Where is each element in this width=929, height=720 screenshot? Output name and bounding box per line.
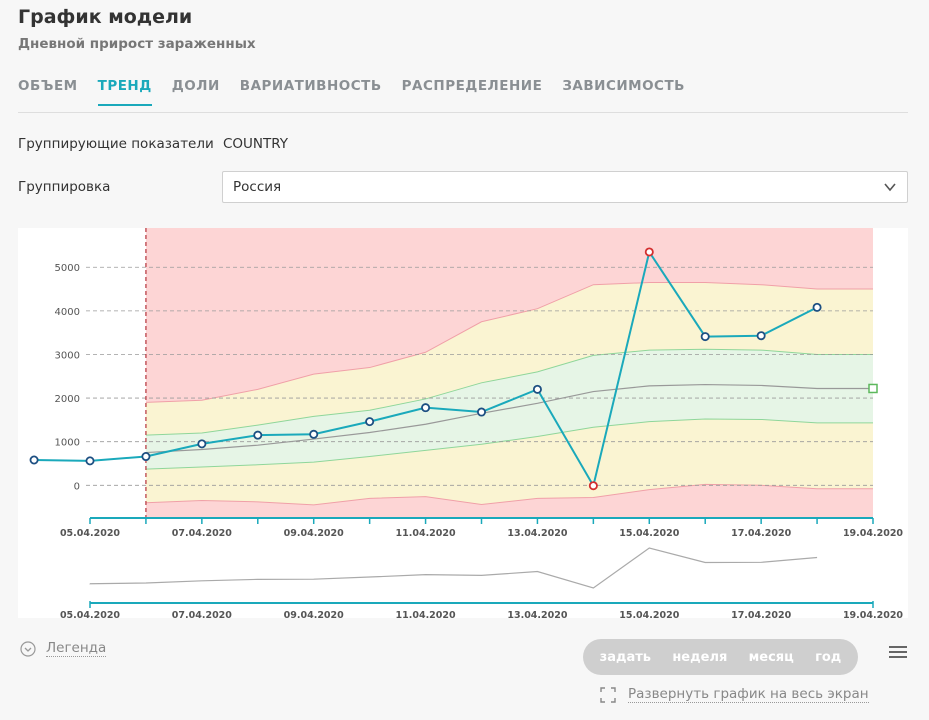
x-tick-label: 11.04.2020 — [396, 528, 456, 539]
navigator-tick-label: 09.04.2020 — [284, 610, 344, 618]
grouping-select[interactable]: Россия — [222, 171, 908, 203]
data-point — [85, 456, 95, 466]
navigator-tick-label: 17.04.2020 — [731, 610, 791, 618]
tabs-divider — [18, 112, 908, 113]
x-tick-label: 17.04.2020 — [731, 528, 791, 539]
navigator-tick-label: 11.04.2020 — [396, 610, 456, 618]
forecast-inner-band — [145, 349, 873, 470]
y-tick-label: 2000 — [55, 394, 80, 405]
navigator-tick-label: 07.04.2020 — [172, 610, 232, 618]
tab-variability[interactable]: ВАРИАТИВНОСТЬ — [239, 78, 382, 94]
forecast-center-line — [145, 383, 873, 454]
tab-bar: ОБЪЕМ ТРЕНД ДОЛИ ВАРИАТИВНОСТЬ РАСПРЕДЕЛ… — [18, 78, 685, 106]
data-point — [309, 429, 319, 439]
anomaly-point — [588, 481, 598, 491]
legend-label: Легенда — [46, 640, 107, 657]
x-tick-label: 15.04.2020 — [619, 528, 679, 539]
legend-toggle[interactable]: Легенда — [20, 640, 107, 657]
page-subtitle: Дневной прирост зараженных — [18, 36, 256, 52]
data-point — [253, 430, 263, 440]
expand-icon — [600, 686, 616, 703]
period-selector: задать неделя месяц год — [583, 639, 858, 675]
outer-upper-line — [145, 282, 873, 403]
trend-chart[interactable]: 0 1000 2000 3000 4000 5000 05.04.2020 07.04.202… — [18, 228, 908, 618]
navigator-tick-label: 05.04.2020 — [60, 610, 120, 618]
period-custom-button[interactable]: задать — [599, 649, 652, 665]
data-point — [700, 332, 710, 342]
data-point — [365, 417, 375, 427]
y-tick-label: 5000 — [55, 263, 80, 274]
grouping-indicators-label: Группирующие показатели — [18, 136, 214, 152]
inner-lower-line — [145, 418, 873, 470]
y-tick-label: 3000 — [55, 350, 80, 361]
x-tick-label: 05.04.2020 — [60, 528, 120, 539]
tab-shares[interactable]: ДОЛИ — [171, 78, 220, 94]
data-point — [476, 407, 486, 417]
tab-distribution[interactable]: РАСПРЕДЕЛЕНИЕ — [401, 78, 543, 94]
chevron-down-icon — [884, 183, 896, 192]
inner-upper-line — [145, 348, 873, 436]
trend-chart-svg: 0 1000 2000 3000 4000 5000 05.04.2020 07.04.202… — [29, 228, 903, 618]
forecast-end-marker — [868, 383, 878, 394]
tab-trend[interactable]: ТРЕНД — [97, 78, 152, 106]
x-tick-label: 09.04.2020 — [284, 528, 344, 539]
grouping-label: Группировка — [18, 179, 111, 195]
navigator-series-line — [89, 547, 818, 589]
y-tick-label: 1000 — [55, 438, 80, 449]
chevron-circle-down-icon — [20, 640, 36, 657]
tab-volume[interactable]: ОБЪЕМ — [18, 78, 78, 94]
data-point — [197, 439, 207, 449]
period-year-button[interactable]: год — [815, 649, 842, 665]
y-tick-label: 0 — [74, 481, 80, 492]
data-point — [532, 384, 542, 394]
navigator-tick-label: 13.04.2020 — [507, 610, 567, 618]
fullscreen-label: Развернуть график на весь экран — [628, 686, 869, 703]
page-title: График модели — [18, 6, 193, 28]
data-point — [756, 331, 766, 341]
navigator-tick-label: 15.04.2020 — [619, 610, 679, 618]
period-month-button[interactable]: месяц — [748, 649, 794, 665]
anomaly-point — [644, 247, 654, 257]
period-week-button[interactable]: неделя — [672, 649, 728, 665]
y-tick-label: 4000 — [55, 307, 80, 318]
x-tick-label: 19.04.2020 — [843, 528, 903, 539]
x-tick-label: 07.04.2020 — [172, 528, 232, 539]
data-point — [421, 403, 431, 413]
hamburger-menu-icon[interactable] — [889, 646, 907, 660]
tab-dependency[interactable]: ЗАВИСИМОСТЬ — [562, 78, 685, 94]
x-tick-label: 13.04.2020 — [507, 528, 567, 539]
data-point — [141, 452, 151, 462]
grouping-indicators-value: COUNTRY — [223, 136, 289, 152]
grouping-select-value: Россия — [233, 179, 282, 195]
navigator-tick-label: 19.04.2020 — [843, 610, 903, 618]
fullscreen-toggle[interactable]: Развернуть график на весь экран — [600, 686, 869, 703]
data-point — [812, 302, 822, 312]
data-point — [29, 455, 39, 465]
